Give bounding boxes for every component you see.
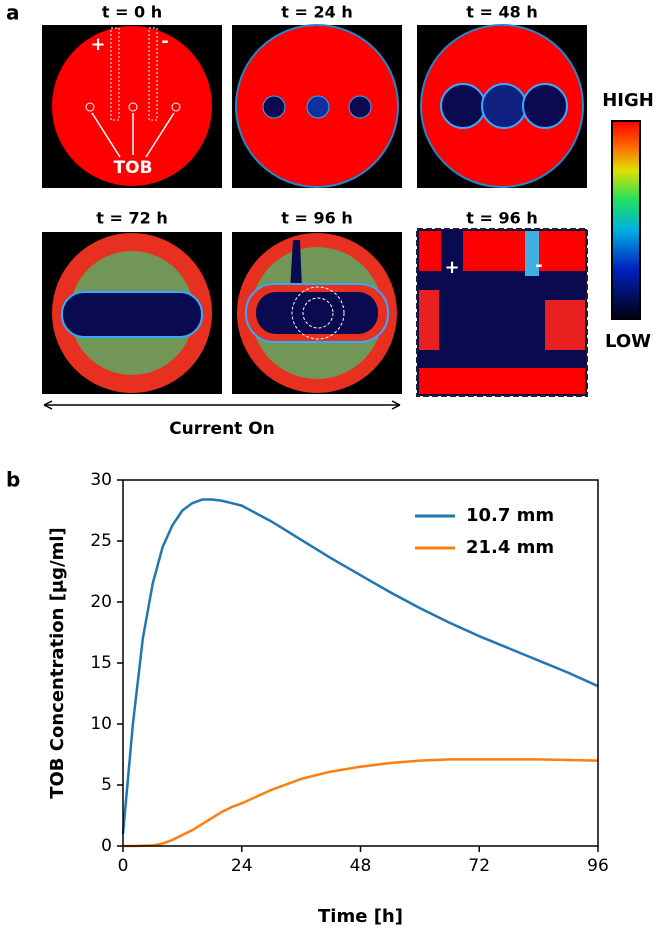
y-tick-label: 10 xyxy=(90,714,112,734)
region xyxy=(419,368,585,394)
zone xyxy=(256,292,378,334)
y-tick-label: 30 xyxy=(90,470,112,490)
x-tick-label: 72 xyxy=(468,856,490,876)
arrows xyxy=(91,112,175,158)
y-axis-label: TOB Concentration [μg/ml] xyxy=(47,527,68,799)
x-tick-label: 96 xyxy=(587,856,609,876)
image-title: t = 48 h xyxy=(466,3,537,22)
panel-b: b 0 5 10 15 20 25 30 0 24 48 72 96 Time [h] TOB Concen… xyxy=(6,468,609,928)
panel-a: a + - TOB + - HIGH LOW Current On xyxy=(6,1,654,440)
image-title: t = 72 h xyxy=(96,209,167,228)
y-tick-label: 15 xyxy=(90,653,112,673)
zone xyxy=(61,291,203,338)
y-tick-label: 0 xyxy=(101,836,112,856)
region xyxy=(419,290,439,350)
image-title: t = 24 h xyxy=(281,3,352,22)
x-axis-label: Time [h] xyxy=(318,906,403,927)
y-tick-label: 5 xyxy=(101,775,112,795)
image-title: t = 96 h xyxy=(281,209,352,228)
electrode xyxy=(110,27,120,121)
image-title: t = 0 h xyxy=(102,3,162,22)
roi xyxy=(291,286,345,340)
zone xyxy=(306,95,330,119)
dish xyxy=(52,26,212,186)
y-tick-label: 20 xyxy=(90,592,112,612)
minus-label: - xyxy=(535,255,542,276)
channel xyxy=(525,231,539,276)
roi xyxy=(302,297,334,329)
zone xyxy=(440,83,486,129)
electrode xyxy=(148,27,158,121)
minus-label: - xyxy=(161,31,168,52)
zone xyxy=(262,95,286,119)
tob-label: TOB xyxy=(113,158,152,178)
image-title: t = 96 h xyxy=(466,209,537,228)
colorbar-high: HIGH xyxy=(602,90,654,111)
zone xyxy=(522,83,568,129)
panel-label: b xyxy=(6,468,20,492)
arrow-label: Current On xyxy=(169,419,275,439)
x-tick-label: 24 xyxy=(231,856,253,876)
colorbar xyxy=(611,120,641,320)
x-tick-label: 0 xyxy=(118,856,129,876)
zone xyxy=(348,95,372,119)
x-tick-label: 48 xyxy=(350,856,372,876)
legend-label: 21.4 mm xyxy=(466,537,554,558)
well xyxy=(85,102,95,112)
colorbar-low: LOW xyxy=(605,331,651,352)
panel-label: a xyxy=(6,1,20,25)
well xyxy=(171,102,181,112)
region xyxy=(545,300,585,350)
plus-label: + xyxy=(444,257,459,278)
plot-frame xyxy=(122,479,599,847)
channel xyxy=(290,240,302,290)
arrow xyxy=(43,400,401,410)
y-tick-label: 25 xyxy=(90,531,112,551)
legend-label: 10.7 mm xyxy=(466,505,554,526)
plus-label: + xyxy=(90,34,105,55)
channel xyxy=(441,231,463,281)
zone xyxy=(481,83,527,129)
line xyxy=(121,498,599,834)
line xyxy=(123,758,599,848)
well xyxy=(128,102,138,112)
